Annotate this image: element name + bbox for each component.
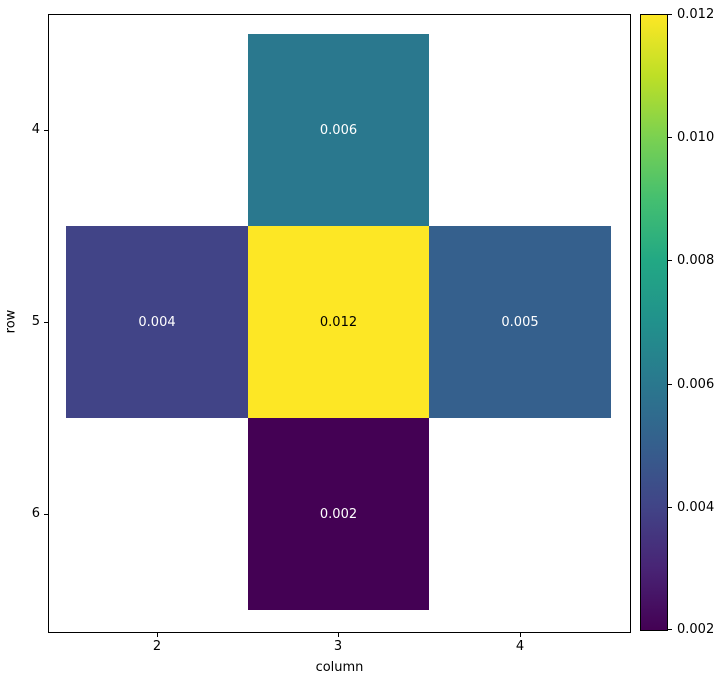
y-tick-label: 4 xyxy=(31,122,40,137)
colorbar-tick-label: 0.010 xyxy=(677,130,715,145)
x-tick-label: 2 xyxy=(152,639,162,654)
y-tick-mark xyxy=(44,322,48,323)
y-tick-mark xyxy=(44,514,48,515)
y-axis-title: row xyxy=(3,309,19,334)
colorbar-tick-mark xyxy=(668,137,672,138)
heatmap-cell-row6-col3: 0.002 xyxy=(248,418,429,610)
cell-value-label: 0.004 xyxy=(138,314,176,330)
cell-value-label: 0.012 xyxy=(319,314,358,330)
heatmap-cell-row5-col2: 0.004 xyxy=(66,226,248,418)
heatmap-cell-row5-col4: 0.005 xyxy=(429,226,611,418)
colorbar-tick-label: 0.008 xyxy=(677,253,715,268)
x-tick-mark xyxy=(338,633,339,637)
colorbar-tick-label: 0.012 xyxy=(677,7,715,22)
x-tick-label: 4 xyxy=(515,639,525,654)
x-tick-label: 3 xyxy=(333,639,343,654)
cell-value-label: 0.006 xyxy=(319,122,358,138)
x-tick-mark xyxy=(157,633,158,637)
colorbar-tick-mark xyxy=(668,629,672,630)
cell-value-label: 0.002 xyxy=(319,506,358,522)
heatmap-cell-row4-col3: 0.006 xyxy=(248,34,429,226)
colorbar xyxy=(640,14,668,631)
colorbar-tick-mark xyxy=(668,507,672,508)
y-tick-mark xyxy=(44,130,48,131)
colorbar-tick-mark xyxy=(668,384,672,385)
cell-value-label: 0.005 xyxy=(501,314,539,330)
colorbar-tick-label: 0.002 xyxy=(677,622,715,637)
colorbar-tick-label: 0.004 xyxy=(677,500,715,515)
colorbar-tick-mark xyxy=(668,14,672,15)
colorbar-tick-label: 0.006 xyxy=(677,377,715,392)
x-tick-mark xyxy=(520,633,521,637)
colorbar-tick-mark xyxy=(668,260,672,261)
x-axis-title: column xyxy=(315,660,364,675)
heatmap-cell-row5-col3: 0.012 xyxy=(248,226,429,418)
y-tick-label: 6 xyxy=(31,506,40,521)
y-tick-label: 5 xyxy=(31,314,40,329)
